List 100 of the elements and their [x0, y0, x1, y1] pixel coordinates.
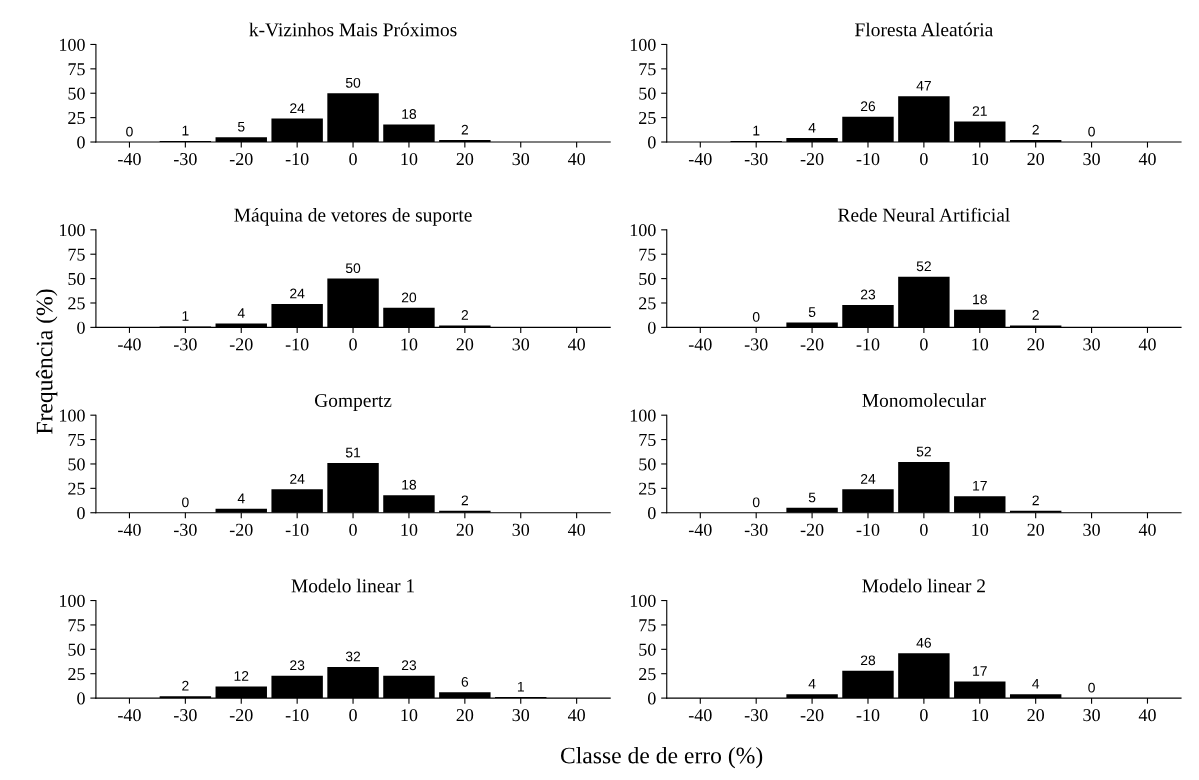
data-label: 0	[1088, 126, 1095, 137]
x-tick-label: 10	[401, 152, 418, 166]
x-tick-label: -10	[285, 523, 309, 536]
x-tick-label: -10	[285, 152, 309, 166]
data-label: 4	[237, 308, 245, 318]
data-label: 18	[973, 294, 987, 305]
x-tick-label: 0	[920, 338, 928, 351]
x-tick-label: 20	[1027, 709, 1045, 722]
x-tick-label: -40	[118, 152, 141, 166]
x-tick-label: -20	[229, 709, 253, 722]
y-tick-label: 0	[648, 136, 656, 149]
y-tick-label: 25	[639, 297, 656, 310]
x-tick-label: 0	[349, 338, 357, 351]
data-label: 2	[1032, 124, 1039, 135]
data-label: 2	[461, 495, 469, 506]
x-tick-label: -20	[800, 152, 824, 166]
data-label: 18	[402, 479, 417, 490]
x-tick-label: 20	[456, 152, 474, 166]
y-tick-label: 100	[630, 409, 656, 422]
x-tick-label: -20	[229, 152, 253, 166]
x-tick-label: 40	[567, 709, 585, 722]
y-tick-label: 100	[630, 224, 656, 237]
x-tick-label: 10	[972, 152, 989, 166]
x-tick-label: 20	[456, 338, 474, 351]
x-tick-label: 40	[1138, 338, 1156, 351]
y-tick-label: 100	[630, 594, 656, 607]
x-tick-label: 40	[1138, 709, 1156, 722]
data-label: 1	[182, 125, 189, 136]
y-tick-label: 100	[60, 409, 85, 422]
x-tick-label: 10	[972, 523, 989, 536]
data-label: 26	[860, 101, 876, 112]
y-tick-label: 100	[60, 594, 85, 607]
x-tick-label: -30	[173, 338, 197, 351]
y-tick-label: 0	[648, 321, 656, 334]
data-label: 32	[345, 651, 361, 662]
data-label: 0	[182, 497, 189, 508]
x-tick-label: 20	[456, 523, 474, 536]
y-tick-label: 25	[68, 297, 85, 310]
data-label: 18	[402, 109, 417, 119]
y-tick-label: 50	[639, 87, 656, 100]
data-label: 2	[1032, 495, 1039, 506]
y-tick-label: 25	[639, 111, 656, 125]
data-label: 5	[237, 121, 245, 132]
x-tick-label: 0	[349, 152, 357, 166]
y-tick-label: 100	[60, 38, 85, 51]
y-tick-label: 50	[68, 272, 85, 286]
data-label: 1	[753, 125, 760, 136]
data-label: 0	[752, 497, 760, 508]
x-tick-label: -40	[118, 338, 141, 351]
x-tick-label: 30	[1083, 709, 1100, 722]
data-label: 0	[126, 126, 133, 137]
data-label: 17	[973, 480, 987, 491]
y-tick-label: 50	[68, 87, 85, 100]
y-axis-title: Frequência (%)	[35, 289, 58, 434]
x-tick-label: 20	[1027, 152, 1045, 166]
y-tick-label: 0	[648, 692, 656, 705]
data-label: 50	[345, 263, 361, 274]
x-tick-label: -40	[118, 523, 141, 536]
data-label: 1	[182, 311, 189, 321]
data-label: 4	[808, 122, 816, 133]
data-label: 28	[860, 655, 876, 666]
x-tick-label: -20	[800, 523, 824, 536]
x-tick-label: 30	[1083, 338, 1100, 351]
x-tick-label: 40	[567, 338, 585, 351]
data-label: 2	[182, 680, 189, 691]
data-label: 52	[916, 446, 931, 457]
data-label: 17	[973, 666, 987, 676]
data-label: 0	[1088, 682, 1095, 693]
x-tick-label: 20	[1027, 523, 1045, 536]
y-tick-label: 100	[60, 224, 85, 237]
data-label: 24	[290, 473, 305, 484]
x-tick-label: -30	[744, 523, 768, 536]
data-label: 0	[752, 312, 760, 322]
x-tick-label: -40	[688, 523, 712, 536]
x-tick-label: -10	[285, 709, 309, 722]
data-label: 6	[461, 676, 469, 687]
x-tick-label: 30	[512, 338, 530, 351]
y-tick-label: 75	[639, 619, 656, 632]
data-label: 23	[860, 289, 876, 300]
x-tick-label: 10	[401, 709, 418, 722]
data-label: 52	[916, 261, 931, 272]
y-tick-label: 0	[77, 507, 85, 520]
chart-title: Gompertz	[314, 393, 392, 411]
x-tick-label: 10	[972, 709, 989, 722]
data-label: 2	[1032, 310, 1039, 320]
x-tick-label: 30	[1083, 523, 1100, 536]
data-label: 20	[401, 292, 417, 303]
y-tick-label: 75	[639, 434, 656, 447]
x-tick-label: -30	[744, 152, 768, 166]
data-label: 23	[290, 660, 305, 671]
x-tick-label: 0	[349, 523, 357, 536]
y-tick-label: 0	[77, 321, 85, 334]
y-tick-label: 25	[68, 668, 85, 681]
y-tick-label: 25	[639, 668, 656, 681]
data-label: 24	[860, 473, 876, 484]
data-label: 51	[345, 447, 361, 458]
x-tick-label: 0	[349, 709, 357, 722]
data-label: 47	[916, 80, 931, 91]
x-tick-label: -20	[229, 338, 253, 351]
y-tick-label: 75	[68, 434, 85, 447]
